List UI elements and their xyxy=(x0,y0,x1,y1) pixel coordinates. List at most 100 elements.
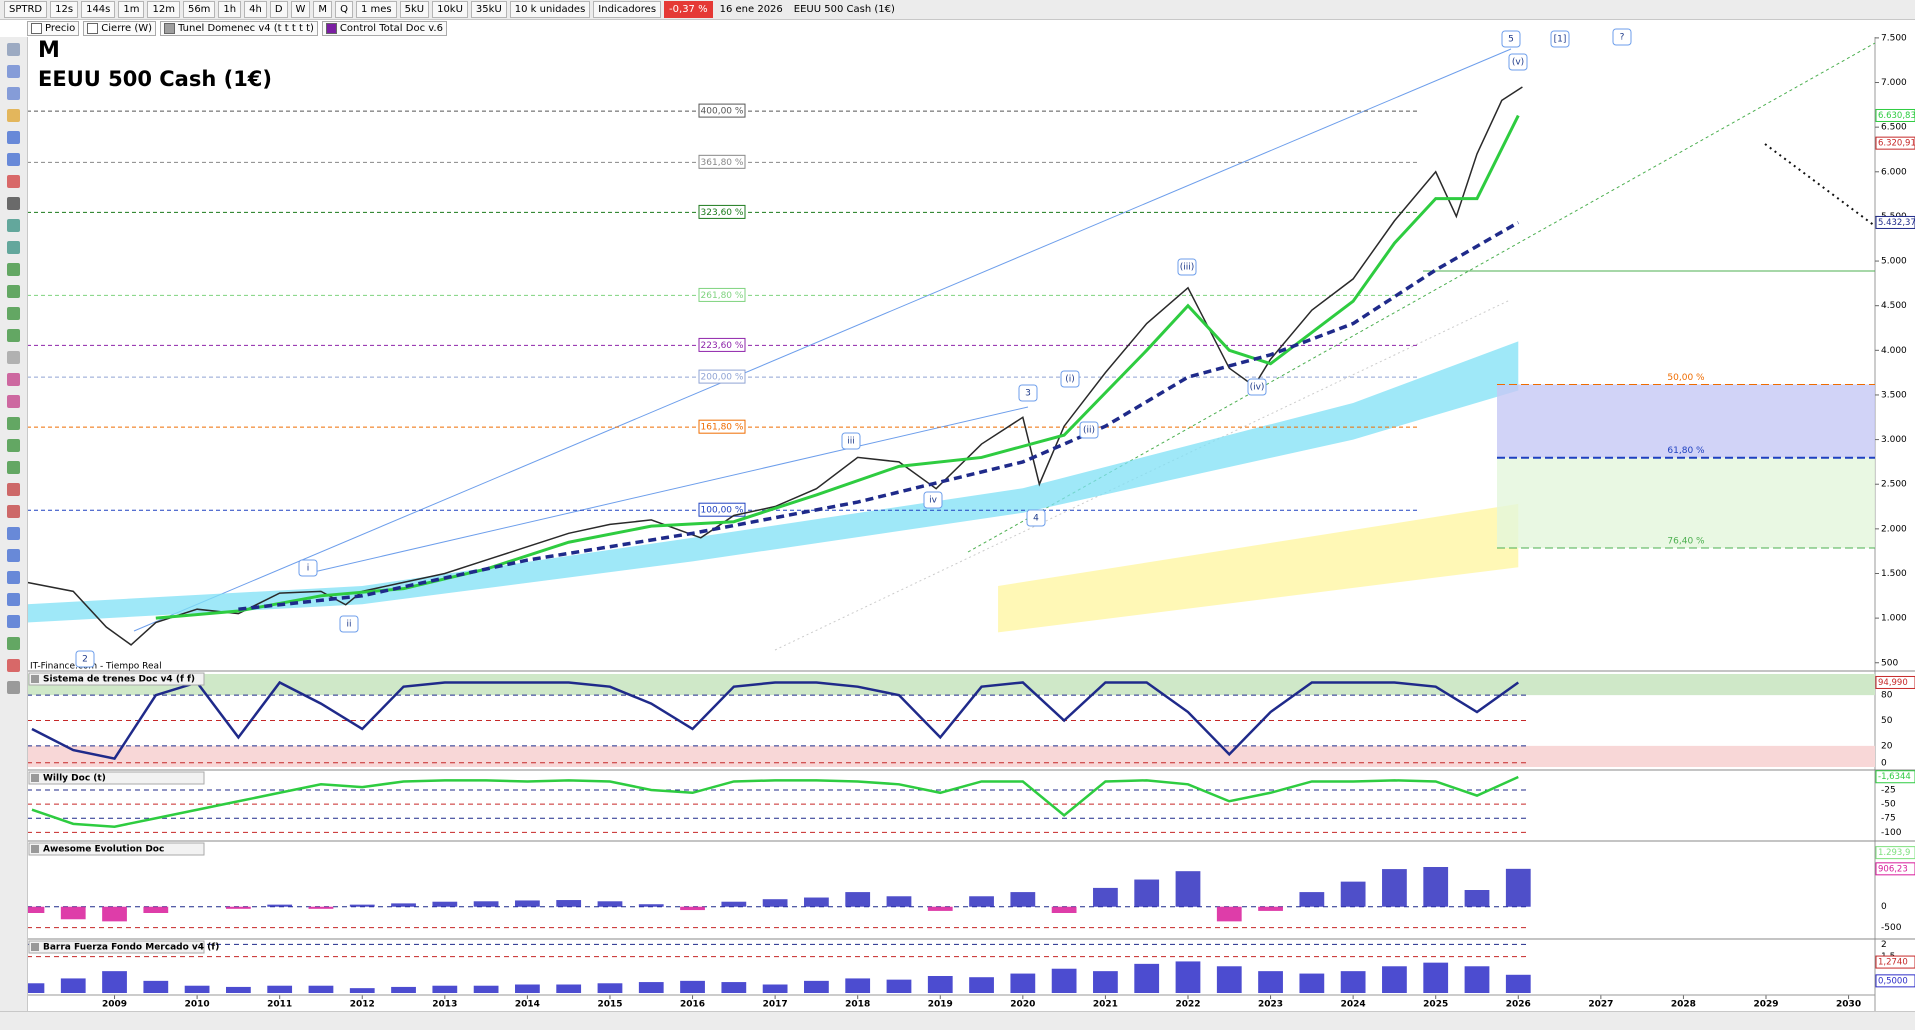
units-button[interactable]: 35kU xyxy=(470,1,507,18)
units-select[interactable]: 10 k unidades xyxy=(509,1,591,18)
wave-label: i xyxy=(307,564,310,574)
tool-icon[interactable] xyxy=(7,439,20,452)
timeframe-button[interactable]: 1m xyxy=(118,1,145,18)
y-tick-label: 7.500 xyxy=(1881,33,1907,43)
y-tick-label: 500 xyxy=(1881,658,1898,668)
tool-icon[interactable] xyxy=(7,87,20,100)
tool-icon[interactable] xyxy=(7,417,20,430)
panel-marker xyxy=(1875,974,1915,988)
tool-icon[interactable] xyxy=(7,549,20,562)
tool-icon[interactable] xyxy=(7,285,20,298)
panel-band xyxy=(27,674,1875,696)
tool-icon[interactable] xyxy=(7,483,20,496)
panel-tick-label: -25 xyxy=(1881,785,1896,795)
panel-bar xyxy=(1340,971,1366,993)
tool-icon[interactable] xyxy=(7,527,20,540)
panel-bar xyxy=(432,985,458,993)
x-tick-label: 2023 xyxy=(1258,1000,1283,1010)
panel-bar xyxy=(680,906,705,911)
legend-item[interactable]: Control Total Doc v.6 xyxy=(321,21,447,36)
panel-tick-label: 0 xyxy=(1881,902,1887,912)
timeframe-button[interactable]: 144s xyxy=(81,1,116,18)
panel-close xyxy=(31,943,39,951)
price-marker xyxy=(1875,215,1915,229)
units-button[interactable]: 10kU xyxy=(432,1,468,18)
tool-icon[interactable] xyxy=(7,109,20,122)
timeframe-button[interactable]: M xyxy=(313,1,333,18)
panel-close xyxy=(31,774,39,782)
wave-label: (ii) xyxy=(1083,426,1095,436)
tool-icon[interactable] xyxy=(7,153,20,166)
tool-icon[interactable] xyxy=(7,637,20,650)
tool-icon[interactable] xyxy=(7,351,20,364)
timeframe-button[interactable]: 12m xyxy=(147,1,180,18)
fib-label: 200,00 % xyxy=(701,373,744,383)
panel-bar xyxy=(515,984,540,993)
panel-bar xyxy=(721,982,747,993)
tool-icon[interactable] xyxy=(7,593,20,606)
panel-bar xyxy=(1464,966,1490,993)
tool-icon[interactable] xyxy=(7,131,20,144)
tool-icon[interactable] xyxy=(7,219,20,232)
panel-bar xyxy=(969,977,994,993)
units-button[interactable]: 5kU xyxy=(399,1,430,18)
wave-label-box xyxy=(841,432,861,450)
tool-icon[interactable] xyxy=(7,263,20,276)
panel-bar xyxy=(1299,892,1325,907)
price-marker-label: 6.630,83 xyxy=(1878,111,1915,121)
timeframe-button[interactable]: 12s xyxy=(50,1,79,18)
x-tick-label: 2016 xyxy=(680,1000,705,1010)
timeframe-button[interactable]: Q xyxy=(335,1,353,18)
y-tick-label: 2.000 xyxy=(1881,524,1907,534)
panel-bar xyxy=(1505,868,1531,907)
wave-label-box xyxy=(1079,421,1099,439)
tool-icon[interactable] xyxy=(7,43,20,56)
tool-icon[interactable] xyxy=(7,197,20,210)
tool-icon[interactable] xyxy=(7,241,20,254)
panel-bar xyxy=(845,978,871,993)
legend-item[interactable]: Precio xyxy=(27,21,80,36)
tool-icon[interactable] xyxy=(7,175,20,188)
period-select[interactable]: 1 mes xyxy=(355,1,397,18)
tool-icon[interactable] xyxy=(7,615,20,628)
panel-bar xyxy=(1258,971,1283,993)
y-tick-label: 7.000 xyxy=(1881,78,1907,88)
tool-icon[interactable] xyxy=(7,571,20,584)
tool-icon[interactable] xyxy=(7,395,20,408)
wave-label: (iii) xyxy=(1180,263,1195,273)
timeframe-button[interactable]: 56m xyxy=(182,1,216,18)
panel-bar xyxy=(184,985,210,993)
wave-label: (v) xyxy=(1512,58,1524,68)
fib-zone xyxy=(1497,384,1875,458)
tool-icon[interactable] xyxy=(7,329,20,342)
panel-line xyxy=(31,775,1519,828)
tool-icon[interactable] xyxy=(7,681,20,694)
tool-icon[interactable] xyxy=(7,659,20,672)
legend-item[interactable]: Cierre (W) xyxy=(83,21,157,36)
x-tick-label: 2011 xyxy=(267,1000,292,1010)
x-tick-label: 2021 xyxy=(1093,1000,1118,1010)
x-tick-label: 2017 xyxy=(763,1000,788,1010)
panel-bar xyxy=(804,897,829,907)
timeframe-button[interactable]: W xyxy=(290,1,311,18)
panel-bar xyxy=(1382,966,1407,993)
timeframe-button[interactable]: 4h xyxy=(244,1,267,18)
panel-bar xyxy=(1134,879,1160,907)
indicators-button[interactable]: Indicadores xyxy=(593,1,662,18)
panel-bar xyxy=(721,901,747,907)
tool-icon[interactable] xyxy=(7,461,20,474)
x-tick-label: 2018 xyxy=(845,1000,870,1010)
panel-bar xyxy=(267,985,293,993)
legend-item[interactable]: Tunel Domenec v4 (t t t t t) xyxy=(160,21,318,36)
panel-bar xyxy=(762,899,788,907)
tool-icon[interactable] xyxy=(7,307,20,320)
panel-bar xyxy=(1175,871,1201,907)
tool-icon[interactable] xyxy=(7,65,20,78)
timeframe-button[interactable]: 1h xyxy=(218,1,242,18)
symbol[interactable]: SPTRD xyxy=(4,1,48,18)
timeframe-button[interactable]: D xyxy=(269,1,288,18)
fib-label-box xyxy=(698,154,746,169)
tool-icon[interactable] xyxy=(7,505,20,518)
tool-icon[interactable] xyxy=(7,373,20,386)
panel-bar xyxy=(1093,971,1118,993)
